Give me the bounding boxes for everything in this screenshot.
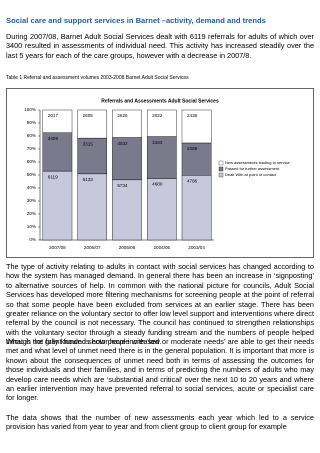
y-tick-label: 70%	[27, 146, 36, 151]
y-tick-label: 20%	[27, 211, 36, 216]
legend-swatch	[218, 166, 224, 172]
data-label: 3408	[48, 136, 59, 141]
paragraph: During 2007/08, Barnet Adult Social Serv…	[6, 32, 314, 60]
y-tick-label: 100%	[24, 107, 36, 112]
y-tick-label: 80%	[27, 133, 36, 138]
chart-title: Referrals and Assessments Adult Social S…	[101, 98, 219, 104]
x-tick-label: 2003/04	[188, 245, 205, 250]
bar-segment	[112, 109, 142, 138]
data-label: 2605	[83, 113, 94, 118]
y-tick-label: 0%	[29, 237, 36, 242]
bar-segment	[181, 109, 212, 144]
y-tick-label: 10%	[27, 224, 36, 229]
data-label: 2017	[48, 113, 59, 118]
bar-segment	[181, 175, 212, 241]
bar-segment	[146, 109, 177, 137]
data-label: 4786	[187, 178, 198, 183]
data-label: 2626	[117, 113, 128, 118]
data-label: 4680	[152, 182, 163, 187]
bar-segment	[146, 178, 177, 241]
legend-label: New assessments leading to service	[225, 160, 290, 165]
bar-segment	[77, 109, 108, 139]
legend-label: Dealt With at point of contact	[225, 172, 277, 177]
x-tick-label: 2006/07	[84, 245, 101, 250]
y-tick-label: 50%	[27, 172, 36, 177]
bar-segment	[77, 173, 108, 241]
paragraph: The data shows that the number of new as…	[6, 413, 314, 432]
data-label: 4032	[117, 141, 128, 146]
y-tick-label: 30%	[27, 198, 36, 203]
bar-segment	[181, 142, 212, 176]
bar-segment	[42, 109, 73, 133]
title: Social care and support services in Barn…	[6, 16, 266, 25]
data-label: 2022	[152, 113, 163, 118]
data-label: 2436	[187, 113, 198, 118]
paragraph: The type of activity relating to adults …	[6, 262, 314, 347]
paragraph: What is not fully known is how people wi…	[6, 337, 314, 403]
data-label: 6119	[48, 174, 58, 179]
bar-segment	[112, 179, 142, 241]
bar-segment	[112, 137, 142, 181]
data-label: 3315	[83, 141, 94, 146]
caption: Table 1 Referral and assessment volumes …	[6, 75, 189, 81]
x-tick-label: 2004/05	[153, 245, 170, 250]
bar-segment	[42, 170, 73, 241]
legend-label: Passed for further assessment	[225, 166, 280, 171]
bar-segment	[146, 136, 177, 179]
y-tick-label: 90%	[27, 120, 36, 125]
x-tick-label: 2005/06	[119, 245, 136, 250]
y-tick-label: 60%	[27, 159, 36, 164]
legend-swatch	[218, 160, 224, 166]
data-label: 6133	[83, 177, 94, 182]
data-label: 5734	[117, 183, 128, 188]
data-label: 2388	[187, 146, 198, 151]
data-label: 3183	[152, 140, 163, 145]
chart: Referrals and Assessments Adult Social S…	[6, 88, 314, 258]
bar-segment	[42, 132, 73, 172]
x-tick-label: 2007/08	[49, 245, 66, 250]
y-tick-label: 40%	[27, 185, 36, 190]
legend-swatch	[218, 172, 224, 178]
